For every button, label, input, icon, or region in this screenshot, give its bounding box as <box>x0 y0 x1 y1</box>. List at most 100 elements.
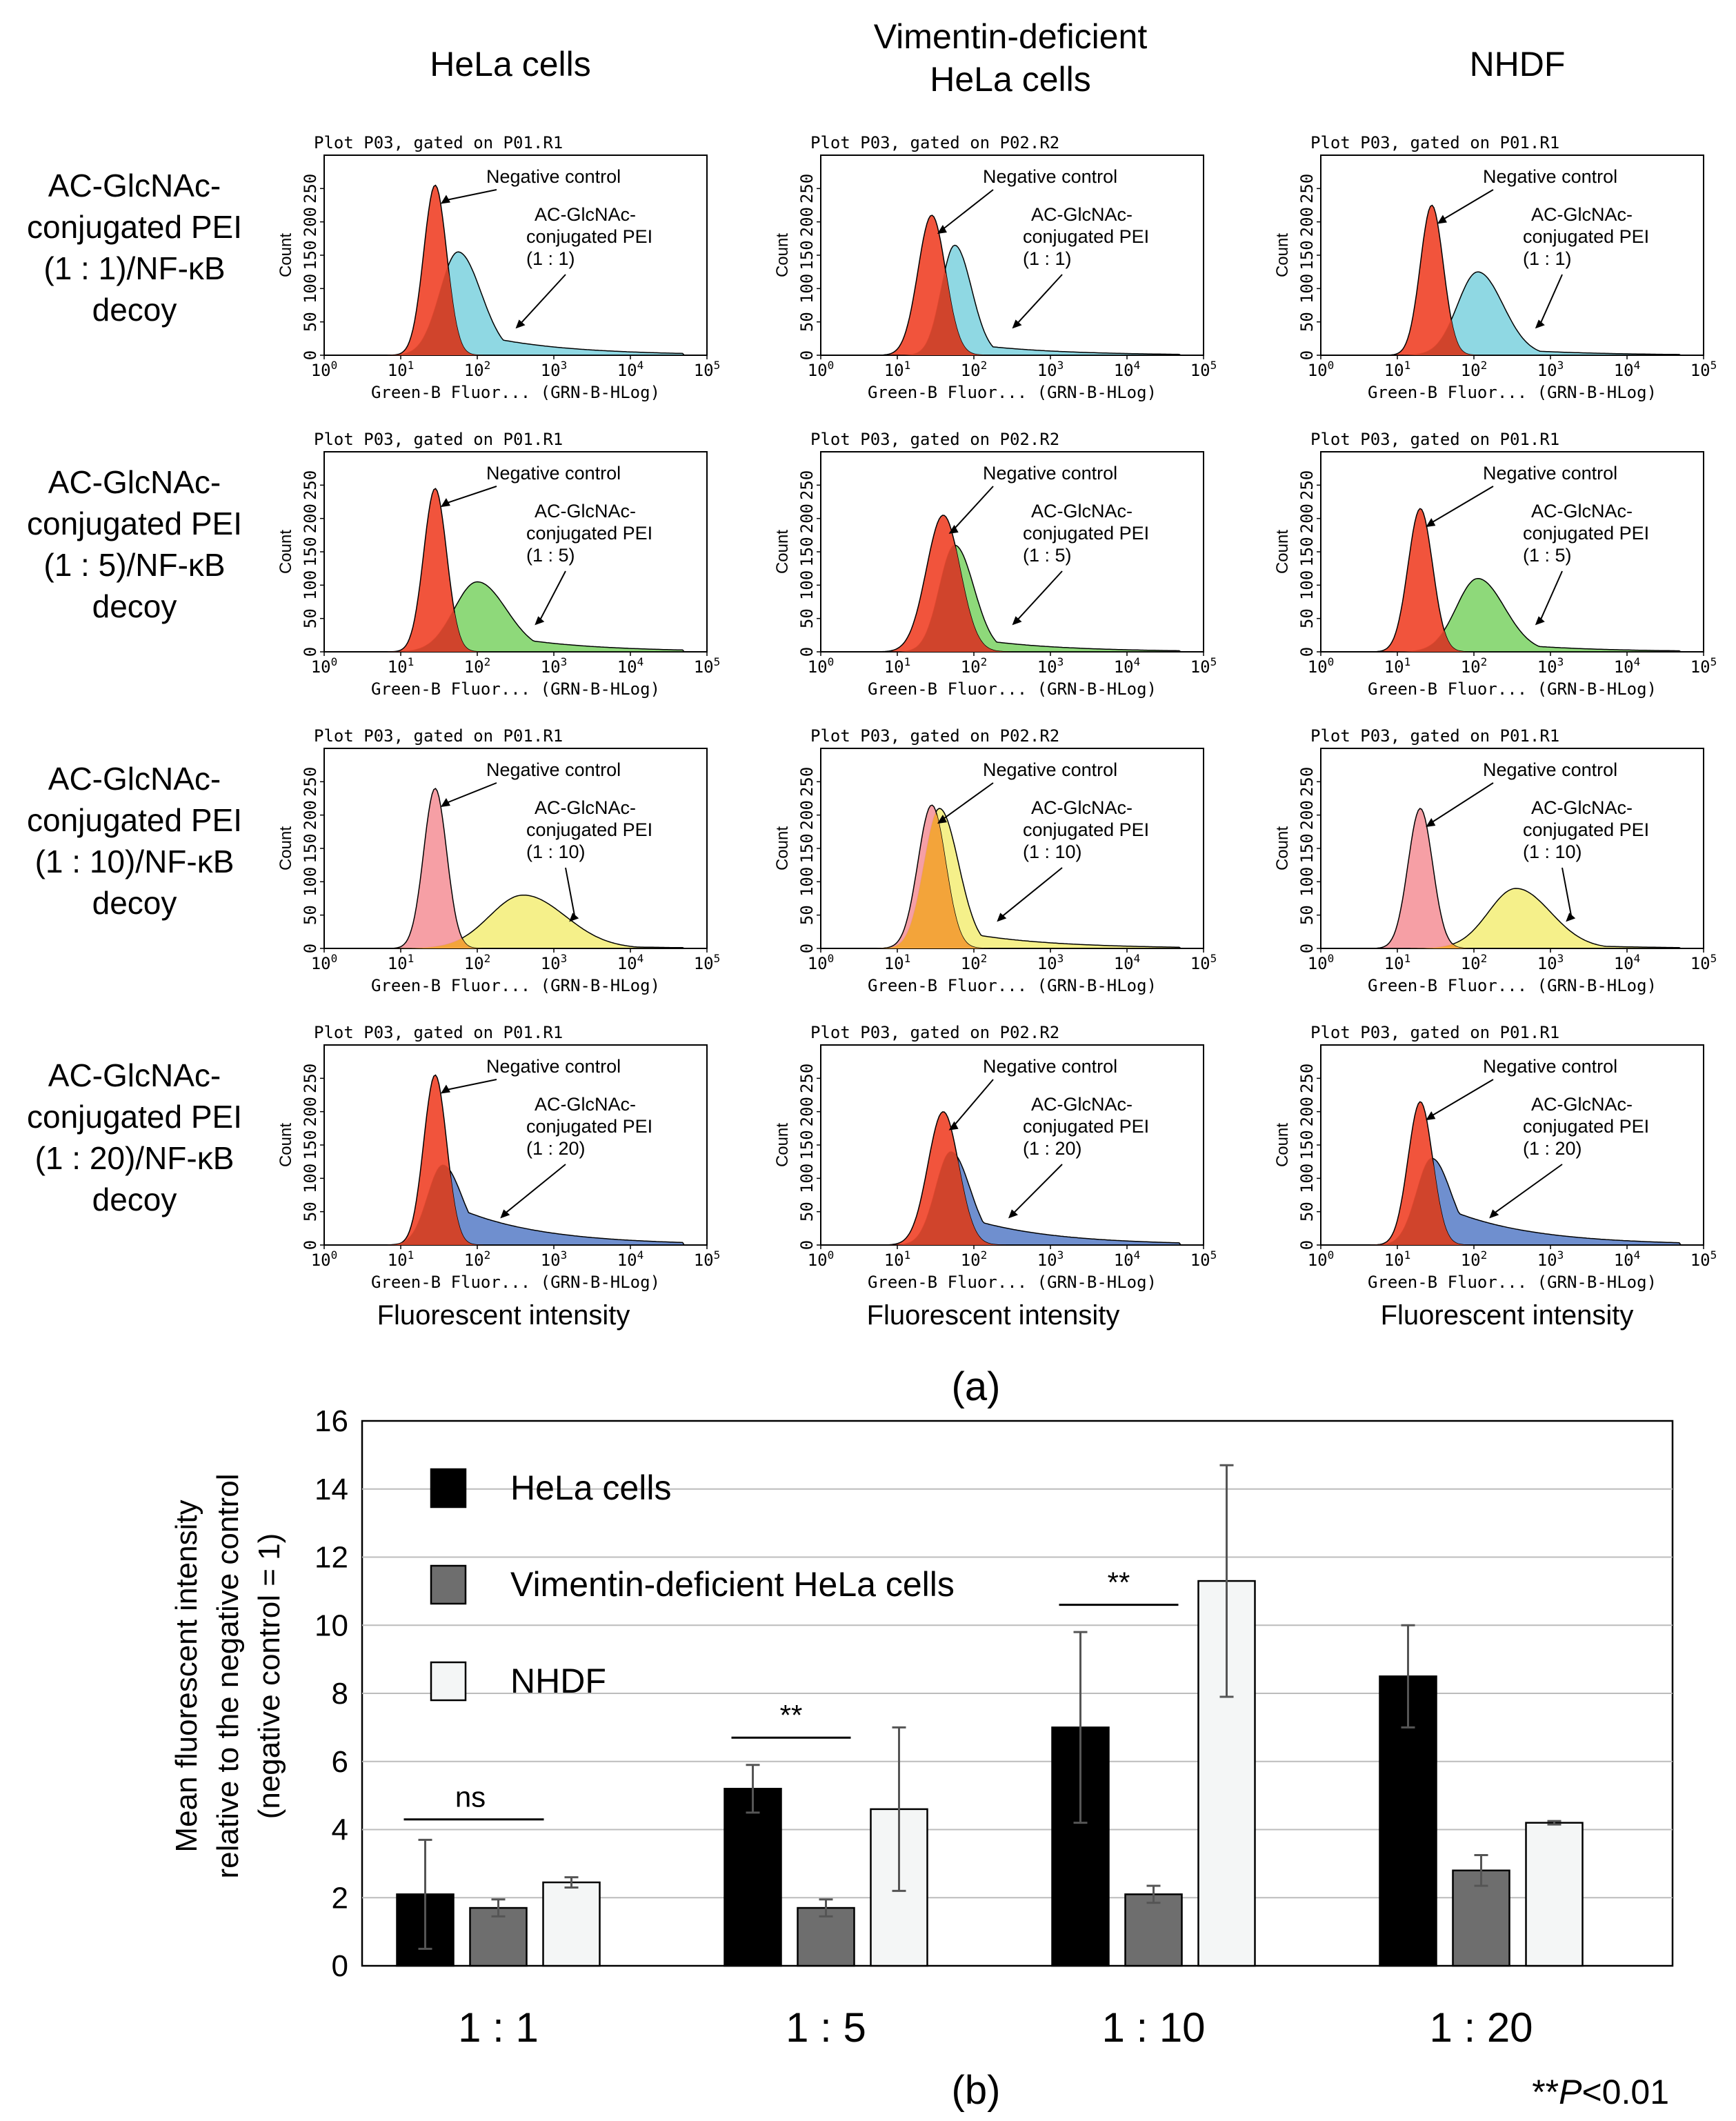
y-tick-label: 100 <box>301 867 320 897</box>
x-tick-label: 102 <box>1461 952 1488 973</box>
sample-arrow <box>520 274 566 324</box>
y-tick-label: 250 <box>1297 470 1317 500</box>
x-tick-label: 101 <box>388 952 415 973</box>
y-tick-label: 150 <box>301 1130 320 1159</box>
x-tick-label: 100 <box>1308 655 1335 677</box>
sample-ratio-label: (1 : 1) <box>526 248 575 269</box>
sample-label-line2: conjugated PEI <box>1023 523 1149 544</box>
plot-x-label: Green-B Fluor... (GRN-B-HLog) <box>1368 976 1657 995</box>
arrow-head <box>1426 818 1436 827</box>
x-tick-label: 105 <box>694 359 721 380</box>
sample-label-line1: AC-GlcNAc- <box>535 501 636 521</box>
arrow-head <box>1437 215 1447 224</box>
significance-label: ns <box>455 1781 486 1813</box>
y-tick-label: 150 <box>1297 537 1317 566</box>
y-tick-label: 250 <box>1297 174 1317 203</box>
sample-label-line2: conjugated PEI <box>1523 226 1649 247</box>
y-tick-label: 150 <box>301 833 320 863</box>
y-tick-label: 50 <box>797 905 817 925</box>
y-axis-label: Count <box>1273 1123 1292 1167</box>
x-tick-label: 102 <box>464 952 491 973</box>
bar <box>469 1906 528 1967</box>
arrow-head <box>1012 616 1022 626</box>
legend-label: HeLa cells <box>510 1468 671 1507</box>
y-tick-label: 150 <box>1297 1130 1317 1159</box>
legend-swatch <box>430 1661 467 1702</box>
arrow-head <box>500 1209 510 1219</box>
x-tick-label: 105 <box>1190 359 1217 380</box>
plot-title: Plot P03, gated on P02.R2 <box>810 133 1059 152</box>
sample-ratio-label: (1 : 1) <box>1523 248 1572 269</box>
arrow-head <box>1489 1209 1499 1219</box>
x-tick-label: 105 <box>1690 655 1717 677</box>
sample-arrow <box>1013 1164 1063 1214</box>
negative-control-label: Negative control <box>983 166 1117 187</box>
arrow-head <box>1012 319 1022 329</box>
x-tick-label: 102 <box>464 655 491 677</box>
plot-title: Plot P03, gated on P01.R1 <box>314 133 563 152</box>
arrow-head <box>1008 1209 1018 1219</box>
bar-y-tick-label: 0 <box>332 1949 348 1983</box>
y-tick-label: 150 <box>1297 240 1317 270</box>
negative-control-arrow <box>1429 782 1494 824</box>
x-tick-label: 105 <box>694 1248 721 1270</box>
y-tick-label: 0 <box>301 944 320 953</box>
negative-control-label: Negative control <box>983 463 1117 484</box>
y-tick-label: 200 <box>797 800 817 830</box>
row-label-line: conjugated PEI <box>27 802 242 838</box>
row-label-line: conjugated PEI <box>27 1099 242 1135</box>
x-tick-label: 104 <box>1614 359 1641 380</box>
bar-y-tick-label: 6 <box>332 1745 348 1779</box>
plot-x-label: Green-B Fluor... (GRN-B-HLog) <box>1368 679 1657 699</box>
x-tick-label: 103 <box>1037 1248 1064 1270</box>
x-tick-label: 102 <box>961 952 988 973</box>
sample-ratio-label: (1 : 5) <box>1023 545 1072 566</box>
histogram-plot: Plot P03, gated on P01.R1 0 50 100 150 200 250… <box>277 430 720 699</box>
arrow-head <box>1566 913 1576 922</box>
sample-arrow <box>1539 570 1563 620</box>
x-tick-label: 101 <box>884 655 911 677</box>
y-tick-label: 100 <box>797 274 817 303</box>
negative-control-label: Negative control <box>983 1056 1117 1077</box>
y-tick-label: 50 <box>797 1202 817 1222</box>
x-tick-label: 104 <box>617 952 644 973</box>
histogram-plot: Plot P03, gated on P01.R1 0 50 100 150 200 250… <box>277 726 720 995</box>
sample-label-line2: conjugated PEI <box>1523 819 1649 840</box>
y-tick-label: 100 <box>1297 570 1317 600</box>
histogram-plot: Plot P03, gated on P02.R2 0 50 100 150 200 250… <box>773 430 1217 699</box>
x-tick-label: 103 <box>541 952 568 973</box>
plot-x-label: Green-B Fluor... (GRN-B-HLog) <box>371 383 660 402</box>
sample-label-line1: AC-GlcNAc- <box>1531 204 1633 225</box>
sample-arrow <box>1562 867 1573 917</box>
sample-ratio-label: (1 : 20) <box>526 1138 586 1159</box>
plot-x-label: Green-B Fluor... (GRN-B-HLog) <box>868 679 1157 699</box>
panel-label-b: (b) <box>952 2068 1001 2113</box>
y-tick-label: 150 <box>797 1130 817 1159</box>
y-tick-label: 200 <box>797 207 817 237</box>
negative-control-label: Negative control <box>1483 463 1617 484</box>
row-label-line: (1 : 5)/NF-κB <box>43 547 225 583</box>
negative-control-arrow <box>941 189 994 231</box>
negative-control-label: Negative control <box>486 759 621 780</box>
bar-chart: 0 2 4 6 8 10 12 14 16 1 : 1 1 : 5 1 : 10 1 : 20 ns ** *… <box>170 1404 1674 2113</box>
row-label-line: AC-GlcNAc- <box>48 1057 221 1093</box>
y-tick-label: 200 <box>797 1097 817 1126</box>
histogram-plot: Plot P03, gated on P01.R1 0 50 100 150 200 250… <box>1273 1023 1717 1292</box>
negative-control-label: Negative control <box>486 463 621 484</box>
row-label-line: conjugated PEI <box>27 506 242 541</box>
row-label-line: (1 : 20)/NF-κB <box>35 1140 235 1176</box>
x-axis-label-col1: Fluorescent intensity <box>377 1300 630 1331</box>
bar-y-tick-label: 4 <box>332 1813 348 1847</box>
sample-label-line2: conjugated PEI <box>1023 819 1149 840</box>
y-tick-label: 200 <box>301 800 320 830</box>
y-tick-label: 150 <box>797 240 817 270</box>
row-label-line: decoy <box>92 1182 177 1217</box>
sample-label-line2: conjugated PEI <box>526 523 652 544</box>
y-axis-label: Count <box>277 233 295 277</box>
arrow-head <box>440 798 450 807</box>
sample-ratio-label: (1 : 5) <box>1523 545 1572 566</box>
sample-label-line2: conjugated PEI <box>1523 1116 1649 1137</box>
row-label-line: (1 : 1)/NF-κB <box>43 250 225 286</box>
p-value-footnote: **P<0.01 <box>1532 2073 1669 2111</box>
